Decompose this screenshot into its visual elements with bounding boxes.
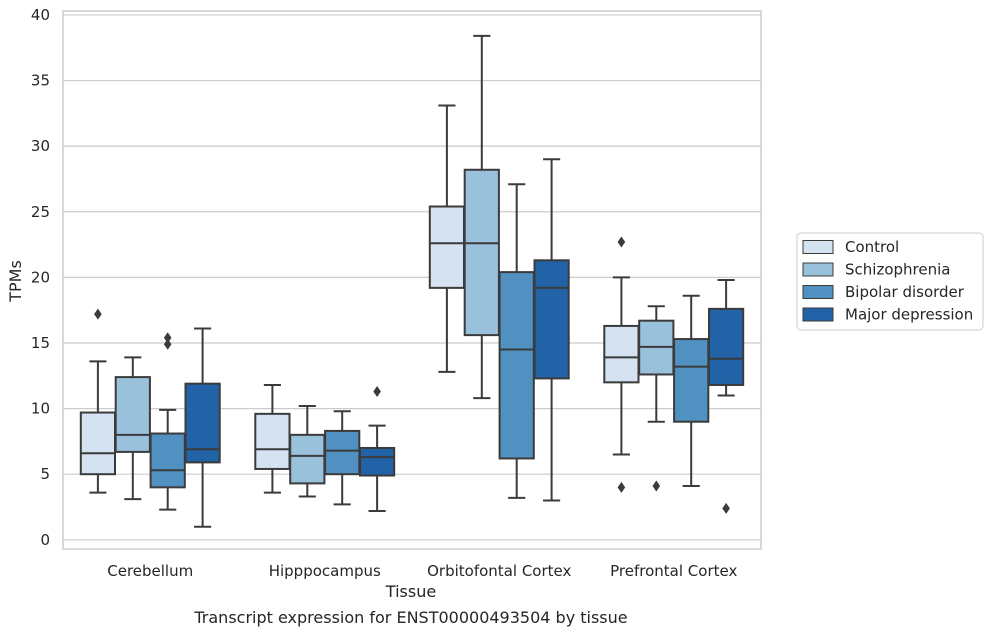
y-tick-label: 20	[31, 268, 50, 286]
legend-label: Bipolar disorder	[845, 283, 965, 301]
x-tick-label: Cerebellum	[107, 562, 193, 580]
y-tick-label: 40	[31, 6, 50, 24]
box-2-2	[498, 183, 535, 499]
box-body	[184, 382, 221, 464]
box-0-0	[79, 308, 117, 494]
y-tick-label: 10	[31, 400, 50, 418]
y-tick-label: 30	[31, 137, 50, 155]
outlier-point	[617, 481, 626, 493]
outlier-point	[722, 502, 730, 514]
y-tick-label: 35	[31, 72, 50, 90]
x-tick-label: Hipppocampus	[269, 562, 381, 580]
box-1-1	[289, 404, 326, 498]
y-tick-label: 15	[31, 334, 50, 352]
box-body	[673, 338, 710, 423]
legend-swatch	[802, 240, 834, 254]
box-body	[463, 168, 500, 337]
box-body	[79, 411, 117, 476]
box-body	[114, 376, 151, 453]
outlier-point	[163, 332, 172, 344]
outlier-point	[163, 338, 172, 350]
y-axis-ticks: 0 5 10 15 20 25 30 35 40	[31, 6, 50, 549]
outlier-point	[373, 386, 381, 398]
legend-frame	[796, 232, 984, 331]
box-1-2	[463, 34, 500, 400]
box-1-0	[114, 356, 151, 501]
box-3-1	[358, 386, 396, 512]
y-tick-label: 5	[40, 465, 50, 483]
box-body	[324, 429, 361, 476]
legend: Control Schizophrenia Bipolar disorder Majo…	[796, 232, 984, 331]
y-axis-label: TPMs	[6, 260, 25, 303]
legend-label: Schizophrenia	[845, 261, 950, 279]
box-0-2	[428, 104, 466, 373]
boxes	[79, 34, 745, 528]
y-tick-label: 0	[40, 531, 50, 549]
x-tick-label: Prefrontal Cortex	[610, 562, 737, 580]
box-0-3	[603, 236, 640, 493]
box-body	[707, 307, 745, 386]
y-tick-label: 25	[31, 203, 50, 221]
box-body	[533, 259, 570, 380]
box-2-0	[149, 332, 186, 511]
box-body	[498, 271, 535, 460]
box-body	[358, 446, 396, 477]
x-axis-ticks: Cerebellum Hipppocampus Orbitofontal Corte…	[107, 562, 737, 580]
box-0-1	[254, 383, 291, 494]
x-axis-label: Tissue	[385, 582, 436, 601]
legend-label: Control	[845, 238, 899, 256]
plot-frame	[62, 10, 762, 550]
box-2-1	[324, 410, 361, 506]
legend-label: Major depression	[845, 306, 973, 324]
box-3-0	[184, 327, 221, 528]
box-3-3	[707, 279, 745, 514]
box-body	[254, 412, 291, 470]
outlier-point	[652, 480, 661, 492]
chart-caption: Transcript expression for ENST0000049350…	[193, 608, 627, 627]
outlier-point	[617, 236, 626, 248]
box-body	[428, 205, 466, 289]
box-1-3	[638, 305, 675, 492]
legend-swatch	[802, 262, 834, 277]
box-body	[289, 433, 326, 485]
box-2-3	[673, 294, 710, 488]
legend-swatch	[802, 285, 834, 299]
box-body	[149, 432, 186, 489]
box-3-2	[533, 158, 570, 502]
outlier-point	[94, 308, 102, 320]
legend-swatch	[802, 307, 834, 322]
x-tick-label: Orbitofontal Cortex	[427, 562, 571, 580]
box-body	[603, 324, 640, 384]
